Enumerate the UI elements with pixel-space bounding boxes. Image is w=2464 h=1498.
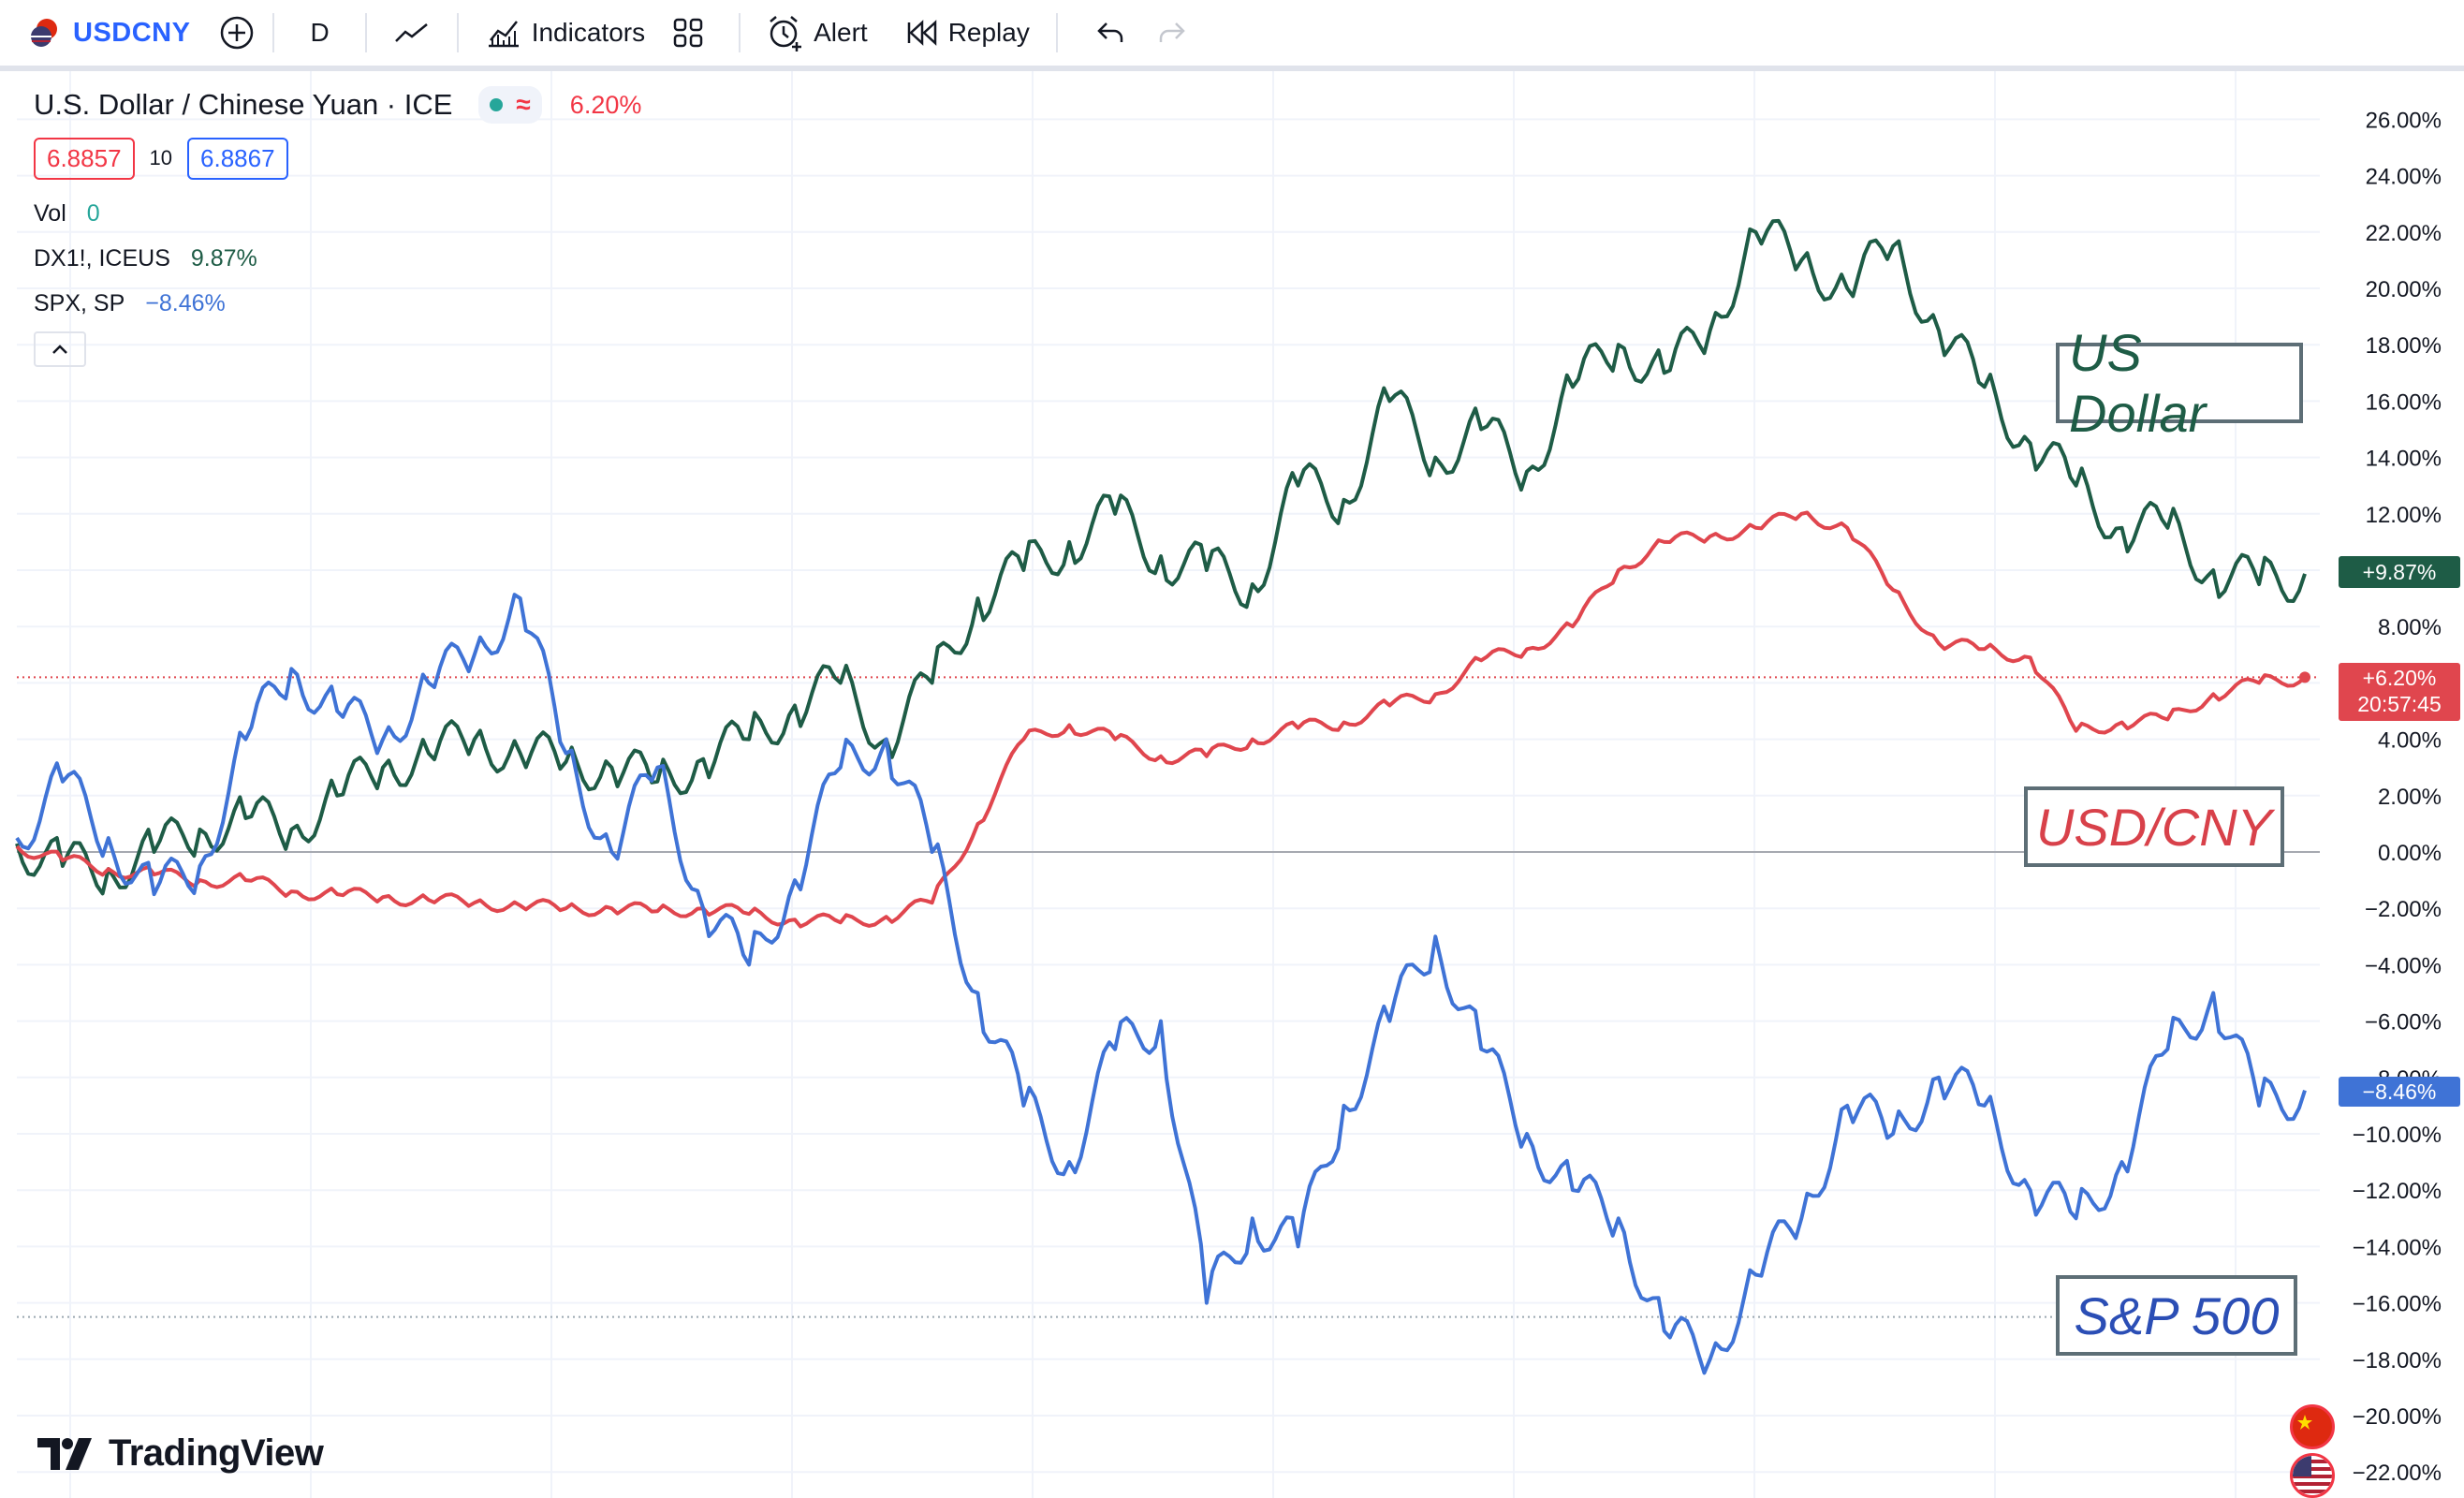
redo-icon — [1159, 22, 1185, 42]
buy-price-button[interactable]: 6.8867 — [187, 137, 288, 180]
symbol-search[interactable]: USDCNY — [28, 0, 190, 66]
annotation-usd-cny[interactable]: USD/CNY — [2024, 786, 2284, 867]
y-tick-label: 2.00% — [2378, 785, 2442, 810]
legend-title[interactable]: U.S. Dollar / Chinese Yuan · ICE — [34, 88, 453, 121]
top-toolbar: USDCNY D Indicators Alert Replay — [0, 0, 2464, 71]
tradingview-logo[interactable]: TradingView — [37, 1432, 324, 1475]
chart-type-button[interactable] — [384, 0, 440, 66]
tradingview-logo-icon — [37, 1437, 92, 1470]
spread-value: 10 — [149, 146, 173, 169]
layouts-button[interactable] — [654, 0, 722, 66]
annotation-us-dollar-text: US Dollar — [2069, 323, 2207, 443]
flag-cn-icon[interactable] — [2290, 1404, 2335, 1449]
alert-label: Alert — [814, 18, 868, 47]
series-line-spx[interactable] — [15, 593, 2307, 1375]
y-tick-label: −6.00% — [2365, 1010, 2442, 1035]
y-tick-label: 8.00% — [2378, 615, 2442, 640]
legend-vol[interactable]: Vol 0 — [34, 191, 641, 236]
usdcny-tag-text: +6.20% — [2362, 666, 2437, 690]
price-axis[interactable]: 26.00% 24.00% 22.00% 20.00% 18.00% 16.00% 14.0… — [2353, 108, 2442, 1486]
interval-label: D — [310, 18, 330, 47]
divider — [1055, 13, 1058, 52]
series-line-dx[interactable] — [15, 218, 2307, 896]
y-tick-label: 16.00% — [2366, 389, 2442, 415]
y-tick-label: −22.00% — [2353, 1461, 2442, 1486]
y-tick-label: 26.00% — [2366, 108, 2442, 133]
replay-icon — [907, 20, 936, 46]
y-tick-label: −4.00% — [2365, 953, 2442, 978]
annotation-usd-cny-text: USD/CNY — [2035, 797, 2273, 857]
series-layer — [15, 218, 2310, 1375]
dx-value: 9.87% — [190, 244, 257, 272]
annotation-sp500-text: S&P 500 — [2074, 1285, 2280, 1345]
y-tick-label: 20.00% — [2366, 277, 2442, 302]
usdcny-last-point — [2299, 671, 2310, 683]
y-tick-label: −18.00% — [2353, 1348, 2442, 1373]
spx-last-value-tag[interactable]: −8.46% — [2339, 1077, 2460, 1107]
replay-button[interactable]: Replay — [877, 0, 1039, 66]
chart-svg[interactable]: 26.00% 24.00% 22.00% 20.00% 18.00% 16.00% 14.0… — [0, 71, 2464, 1498]
y-tick-label: 24.00% — [2366, 165, 2442, 190]
spx-label: SPX, SP — [34, 289, 125, 316]
redo-button[interactable] — [1146, 0, 1198, 66]
y-tick-label: 0.00% — [2378, 841, 2442, 866]
divider — [456, 13, 459, 52]
chart-area[interactable]: 26.00% 24.00% 22.00% 20.00% 18.00% 16.00% 14.0… — [0, 71, 2464, 1498]
usdcny-last-value-tag[interactable]: +6.20% 20:57:45 — [2339, 663, 2460, 721]
annotation-us-dollar[interactable]: US Dollar — [2056, 323, 2303, 443]
dx-tag-text: +9.87% — [2362, 560, 2437, 584]
legend-change: 6.20% — [569, 90, 642, 119]
symbol-label[interactable]: USDCNY — [73, 17, 191, 48]
undo-button[interactable] — [1075, 0, 1146, 66]
y-tick-label: 18.00% — [2366, 333, 2442, 359]
legend: U.S. Dollar / Chinese Yuan · ICE ≈ 6.20%… — [34, 82, 641, 367]
divider — [364, 13, 367, 52]
divider — [739, 13, 741, 52]
y-tick-label: 4.00% — [2378, 728, 2442, 754]
vol-label: Vol — [34, 199, 66, 227]
divider — [272, 13, 275, 52]
tradingview-logo-text: TradingView — [109, 1432, 324, 1474]
indicators-icon — [488, 21, 519, 48]
legend-collapse-button[interactable] — [34, 331, 86, 367]
vol-value: 0 — [86, 199, 100, 227]
annotation-sp500[interactable]: S&P 500 — [2056, 1275, 2297, 1356]
approx-symbol: ≈ — [516, 90, 531, 119]
y-tick-label: −20.00% — [2353, 1404, 2442, 1430]
interval-button[interactable]: D — [291, 0, 347, 66]
flag-us-icon[interactable] — [2290, 1453, 2335, 1498]
spx-value: −8.46% — [145, 289, 226, 316]
series-line-usdcny[interactable] — [15, 510, 2307, 929]
dx-last-value-tag[interactable]: +9.87% — [2339, 556, 2460, 588]
flag-us-cn-icon — [28, 16, 62, 50]
sell-price-button[interactable]: 6.8857 — [34, 137, 135, 180]
market-status-pill[interactable]: ≈ — [478, 86, 542, 124]
y-tick-label: −12.00% — [2353, 1179, 2442, 1204]
alert-button[interactable]: Alert — [757, 0, 877, 66]
plus-circle-icon — [221, 16, 254, 50]
dx-label: DX1!, ICEUS — [34, 244, 170, 272]
y-tick-label: 12.00% — [2366, 503, 2442, 528]
grid — [17, 71, 2320, 1498]
replay-label: Replay — [947, 18, 1030, 47]
legend-dx[interactable]: DX1!, ICEUS 9.87% — [34, 236, 641, 281]
compare-add-button[interactable] — [218, 0, 256, 66]
legend-spx[interactable]: SPX, SP −8.46% — [34, 281, 641, 326]
line-chart-icon — [394, 23, 428, 42]
alarm-clock-icon — [770, 16, 802, 51]
y-tick-label: −14.00% — [2353, 1235, 2442, 1260]
grid-layout-icon — [673, 18, 703, 48]
y-tick-label: −10.00% — [2353, 1123, 2442, 1148]
indicators-label: Indicators — [531, 18, 646, 47]
indicators-button[interactable]: Indicators — [476, 0, 654, 66]
chevron-up-icon — [52, 345, 67, 354]
y-tick-label: 14.00% — [2366, 447, 2442, 472]
spx-tag-text: −8.46% — [2362, 1079, 2437, 1104]
countdown-text: 20:57:45 — [2357, 692, 2442, 716]
y-tick-label: −16.00% — [2353, 1292, 2442, 1317]
undo-icon — [1097, 22, 1123, 42]
y-tick-label: −2.00% — [2365, 897, 2442, 922]
market-open-dot-icon — [490, 98, 504, 111]
y-tick-label: 22.00% — [2366, 221, 2442, 246]
